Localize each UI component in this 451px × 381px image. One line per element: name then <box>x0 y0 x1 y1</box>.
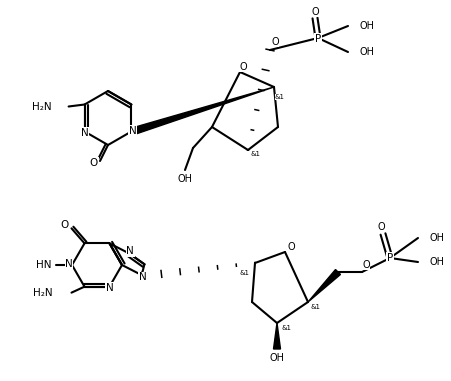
Text: O: O <box>90 158 98 168</box>
Text: N: N <box>81 128 88 138</box>
Polygon shape <box>273 323 280 349</box>
Text: &1: &1 <box>281 325 291 331</box>
Text: HN: HN <box>37 260 52 270</box>
Text: O: O <box>271 37 278 47</box>
Text: O: O <box>60 220 69 231</box>
Text: P: P <box>386 253 392 263</box>
Text: OH: OH <box>269 353 284 363</box>
Text: P: P <box>314 34 320 44</box>
Text: &1: &1 <box>239 270 249 276</box>
Text: H₂N: H₂N <box>33 288 52 298</box>
Text: OH: OH <box>359 21 374 31</box>
Text: N: N <box>128 125 136 136</box>
Text: OH: OH <box>429 257 444 267</box>
Text: OH: OH <box>359 47 374 57</box>
Text: &1: &1 <box>274 94 285 100</box>
Text: OH: OH <box>177 174 192 184</box>
Text: O: O <box>361 260 369 270</box>
Text: H₂N: H₂N <box>32 101 51 112</box>
Text: N: N <box>126 247 134 256</box>
Text: O: O <box>239 62 246 72</box>
Polygon shape <box>131 87 273 135</box>
Text: &1: &1 <box>250 151 260 157</box>
Text: O: O <box>376 222 384 232</box>
Text: OH: OH <box>429 233 444 243</box>
Polygon shape <box>307 269 340 302</box>
Text: O: O <box>310 7 318 17</box>
Text: N: N <box>138 272 146 282</box>
Text: N: N <box>106 283 113 293</box>
Text: &1: &1 <box>310 304 320 310</box>
Text: O: O <box>286 242 294 252</box>
Text: N: N <box>65 259 73 269</box>
